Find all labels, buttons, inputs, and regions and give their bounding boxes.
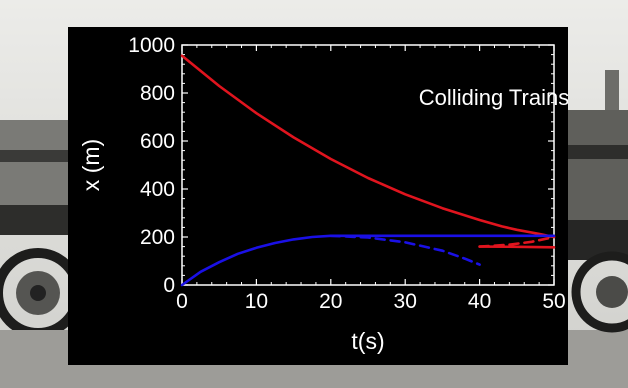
blue-dashed-series-line xyxy=(329,234,481,266)
y-tick-label: 200 xyxy=(140,226,175,249)
blue-solid-series-line xyxy=(180,234,556,287)
x-tick-label: 20 xyxy=(319,290,342,313)
x-tick-label: 10 xyxy=(245,290,268,313)
y-axis-title: x (m) xyxy=(78,139,104,191)
y-tick-label: 0 xyxy=(163,274,175,297)
chart-plot: 0 10 20 30 40 50 0 200 400 600 800 1000 t(s) x (m) Col… xyxy=(78,34,568,354)
x-tick-label: 0 xyxy=(176,290,188,313)
plot-frame xyxy=(181,44,555,286)
red-solid-series-line xyxy=(478,245,556,249)
chart-annotation: Colliding Trains xyxy=(419,85,568,110)
x-axis-title: t(s) xyxy=(351,328,384,354)
y-tick-label: 600 xyxy=(140,130,175,153)
x-tick-label: 50 xyxy=(542,290,565,313)
y-tick-label: 1000 xyxy=(128,34,175,57)
red-dashed-series-line xyxy=(478,235,556,248)
red-solid-series-line xyxy=(180,54,556,239)
x-tick-label: 40 xyxy=(468,290,491,313)
y-tick-label: 800 xyxy=(140,82,175,105)
chart-panel: 0 10 20 30 40 50 0 200 400 600 800 1000 t(s) x (m) Col… xyxy=(68,27,568,365)
x-tick-label: 30 xyxy=(394,290,417,313)
y-tick-label: 400 xyxy=(140,178,175,201)
